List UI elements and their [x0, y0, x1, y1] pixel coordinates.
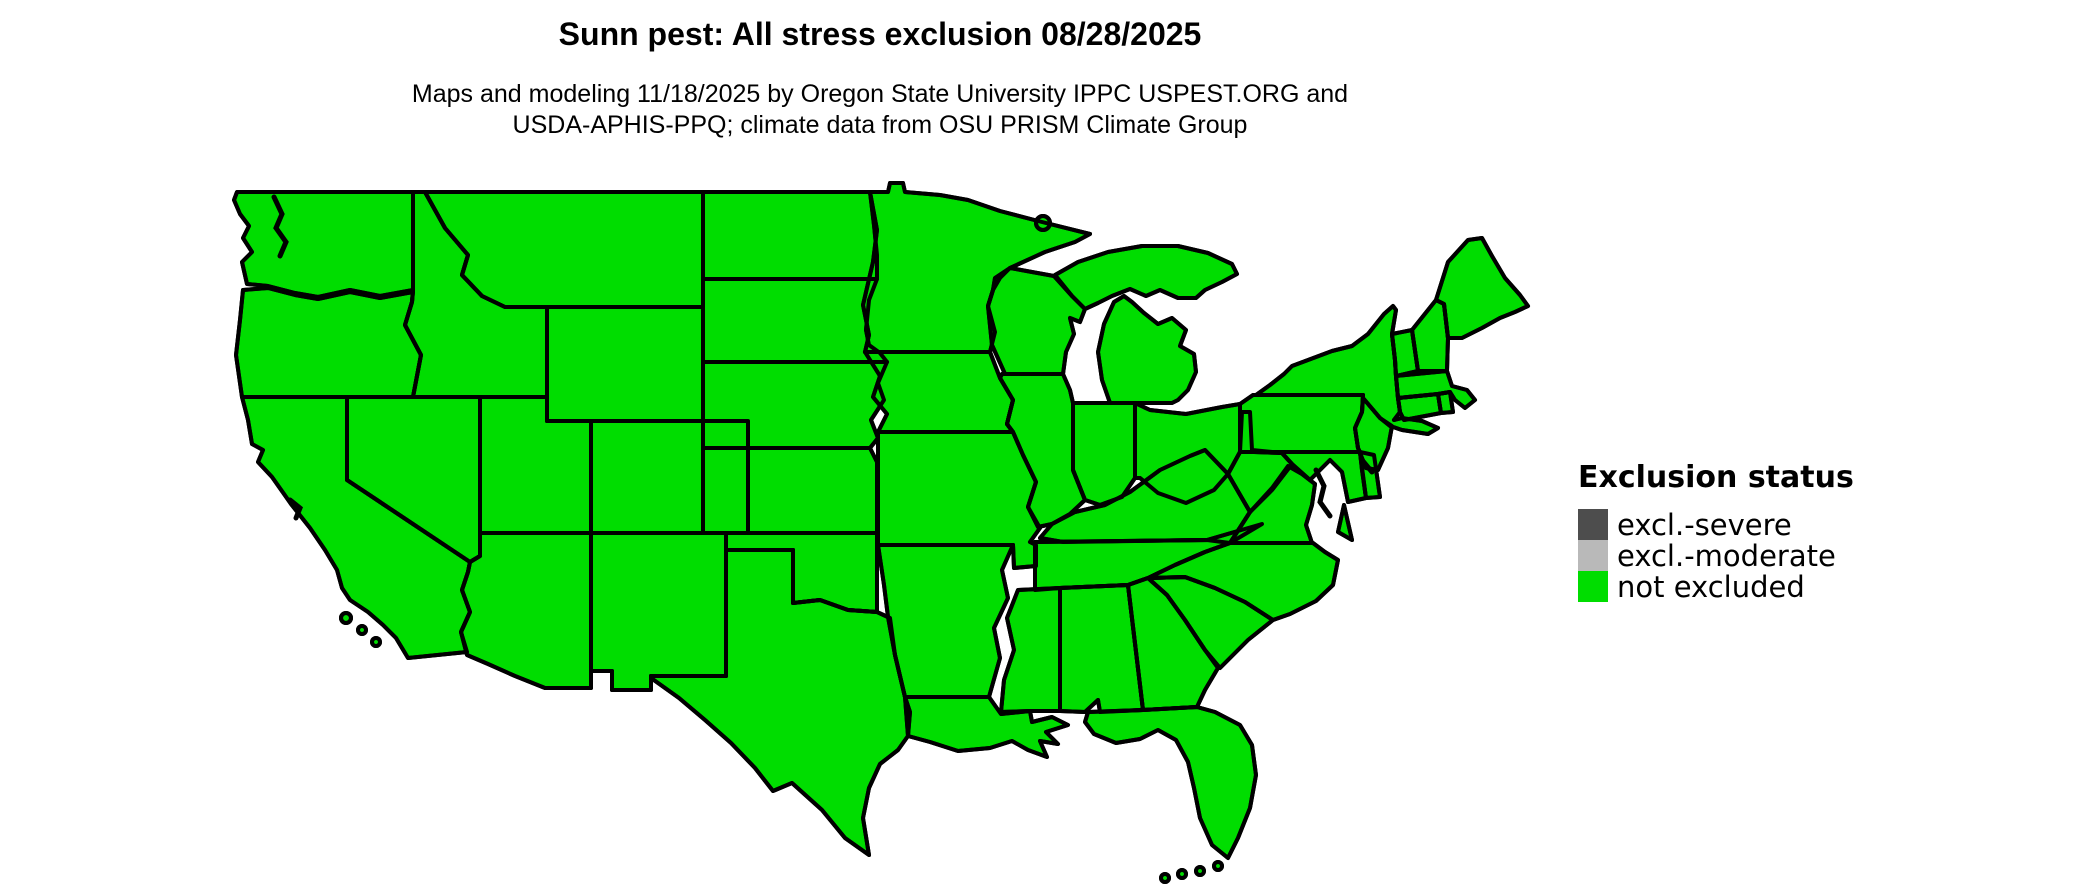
- legend-row-not-excluded: not excluded: [1578, 569, 1854, 604]
- san-francisco-bay: [287, 497, 304, 521]
- delaware-bay: [1359, 457, 1375, 475]
- not-excluded-swatch: [1578, 571, 1608, 602]
- page-title: Sunn pest: All stress exclusion 08/28/20…: [558, 16, 1202, 52]
- subtitle-line-2: USDA-APHIS-PPQ; climate data from OSU PR…: [512, 111, 1248, 139]
- subtitle-line-1: Maps and modeling 11/18/2025 by Oregon S…: [411, 80, 1349, 108]
- legend-title: Exclusion status: [1578, 460, 1854, 495]
- moderate-label: excl.-moderate: [1617, 538, 1836, 573]
- moderate-swatch: [1578, 540, 1608, 571]
- chesapeake-bay: [1313, 467, 1333, 519]
- not-excluded-label: not excluded: [1617, 569, 1805, 604]
- severe-swatch: [1578, 509, 1608, 540]
- water-features: [271, 194, 1375, 521]
- page-subtitle: Maps and modeling 11/18/2025 by Oregon S…: [0, 79, 1760, 141]
- legend-row-moderate: excl.-moderate: [1578, 538, 1854, 573]
- legend-row-severe: excl.-severe: [1578, 507, 1854, 542]
- header: Sunn pest: All stress exclusion 08/28/20…: [0, 0, 1760, 141]
- legend: Exclusion status excl.-severe excl.-mode…: [1578, 460, 1854, 604]
- severe-label: excl.-severe: [1617, 507, 1792, 542]
- puget-sound: [271, 194, 289, 259]
